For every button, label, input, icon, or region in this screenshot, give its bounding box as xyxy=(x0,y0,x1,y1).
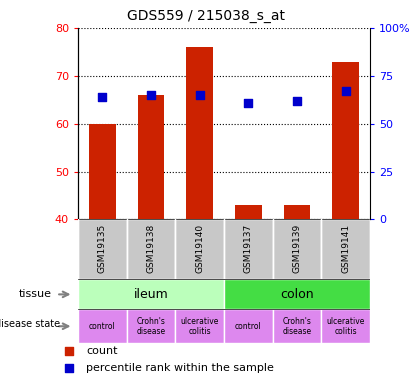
Bar xyxy=(127,219,175,279)
Text: count: count xyxy=(86,346,118,356)
Bar xyxy=(78,279,224,309)
Bar xyxy=(321,219,370,279)
Bar xyxy=(175,219,224,279)
Bar xyxy=(235,205,262,219)
Bar xyxy=(272,309,321,343)
Text: GDS559 / 215038_s_at: GDS559 / 215038_s_at xyxy=(127,9,284,23)
Bar xyxy=(332,62,359,219)
Text: disease state: disease state xyxy=(0,320,60,329)
Text: GSM19141: GSM19141 xyxy=(341,224,350,273)
Point xyxy=(148,92,155,98)
Bar xyxy=(89,124,116,219)
Text: percentile rank within the sample: percentile rank within the sample xyxy=(86,363,274,373)
Text: GSM19140: GSM19140 xyxy=(195,224,204,273)
Bar xyxy=(321,309,370,343)
Bar xyxy=(284,205,310,219)
Point xyxy=(342,88,349,94)
Text: tissue: tissue xyxy=(18,290,52,299)
Text: Crohn's
disease: Crohn's disease xyxy=(136,316,166,336)
Text: ulcerative
colitis: ulcerative colitis xyxy=(180,316,219,336)
Text: control: control xyxy=(89,322,116,331)
Text: Crohn's
disease: Crohn's disease xyxy=(282,316,312,336)
Point xyxy=(293,98,300,104)
Bar xyxy=(78,219,127,279)
Text: GSM19137: GSM19137 xyxy=(244,224,253,273)
Bar xyxy=(224,309,272,343)
Text: colon: colon xyxy=(280,288,314,301)
Bar xyxy=(186,47,213,219)
Text: GSM19138: GSM19138 xyxy=(147,224,155,273)
Text: GSM19135: GSM19135 xyxy=(98,224,107,273)
Bar xyxy=(127,309,175,343)
Bar xyxy=(138,95,164,219)
Text: control: control xyxy=(235,322,262,331)
Point xyxy=(65,348,72,354)
Point xyxy=(65,365,72,371)
Bar xyxy=(175,309,224,343)
Bar xyxy=(224,279,370,309)
Point xyxy=(196,92,203,98)
Bar xyxy=(224,219,272,279)
Point xyxy=(99,94,106,100)
Point xyxy=(245,100,252,106)
Text: ileum: ileum xyxy=(134,288,169,301)
Text: GSM19139: GSM19139 xyxy=(293,224,301,273)
Bar xyxy=(272,219,321,279)
Text: ulcerative
colitis: ulcerative colitis xyxy=(326,316,365,336)
Bar xyxy=(78,309,127,343)
